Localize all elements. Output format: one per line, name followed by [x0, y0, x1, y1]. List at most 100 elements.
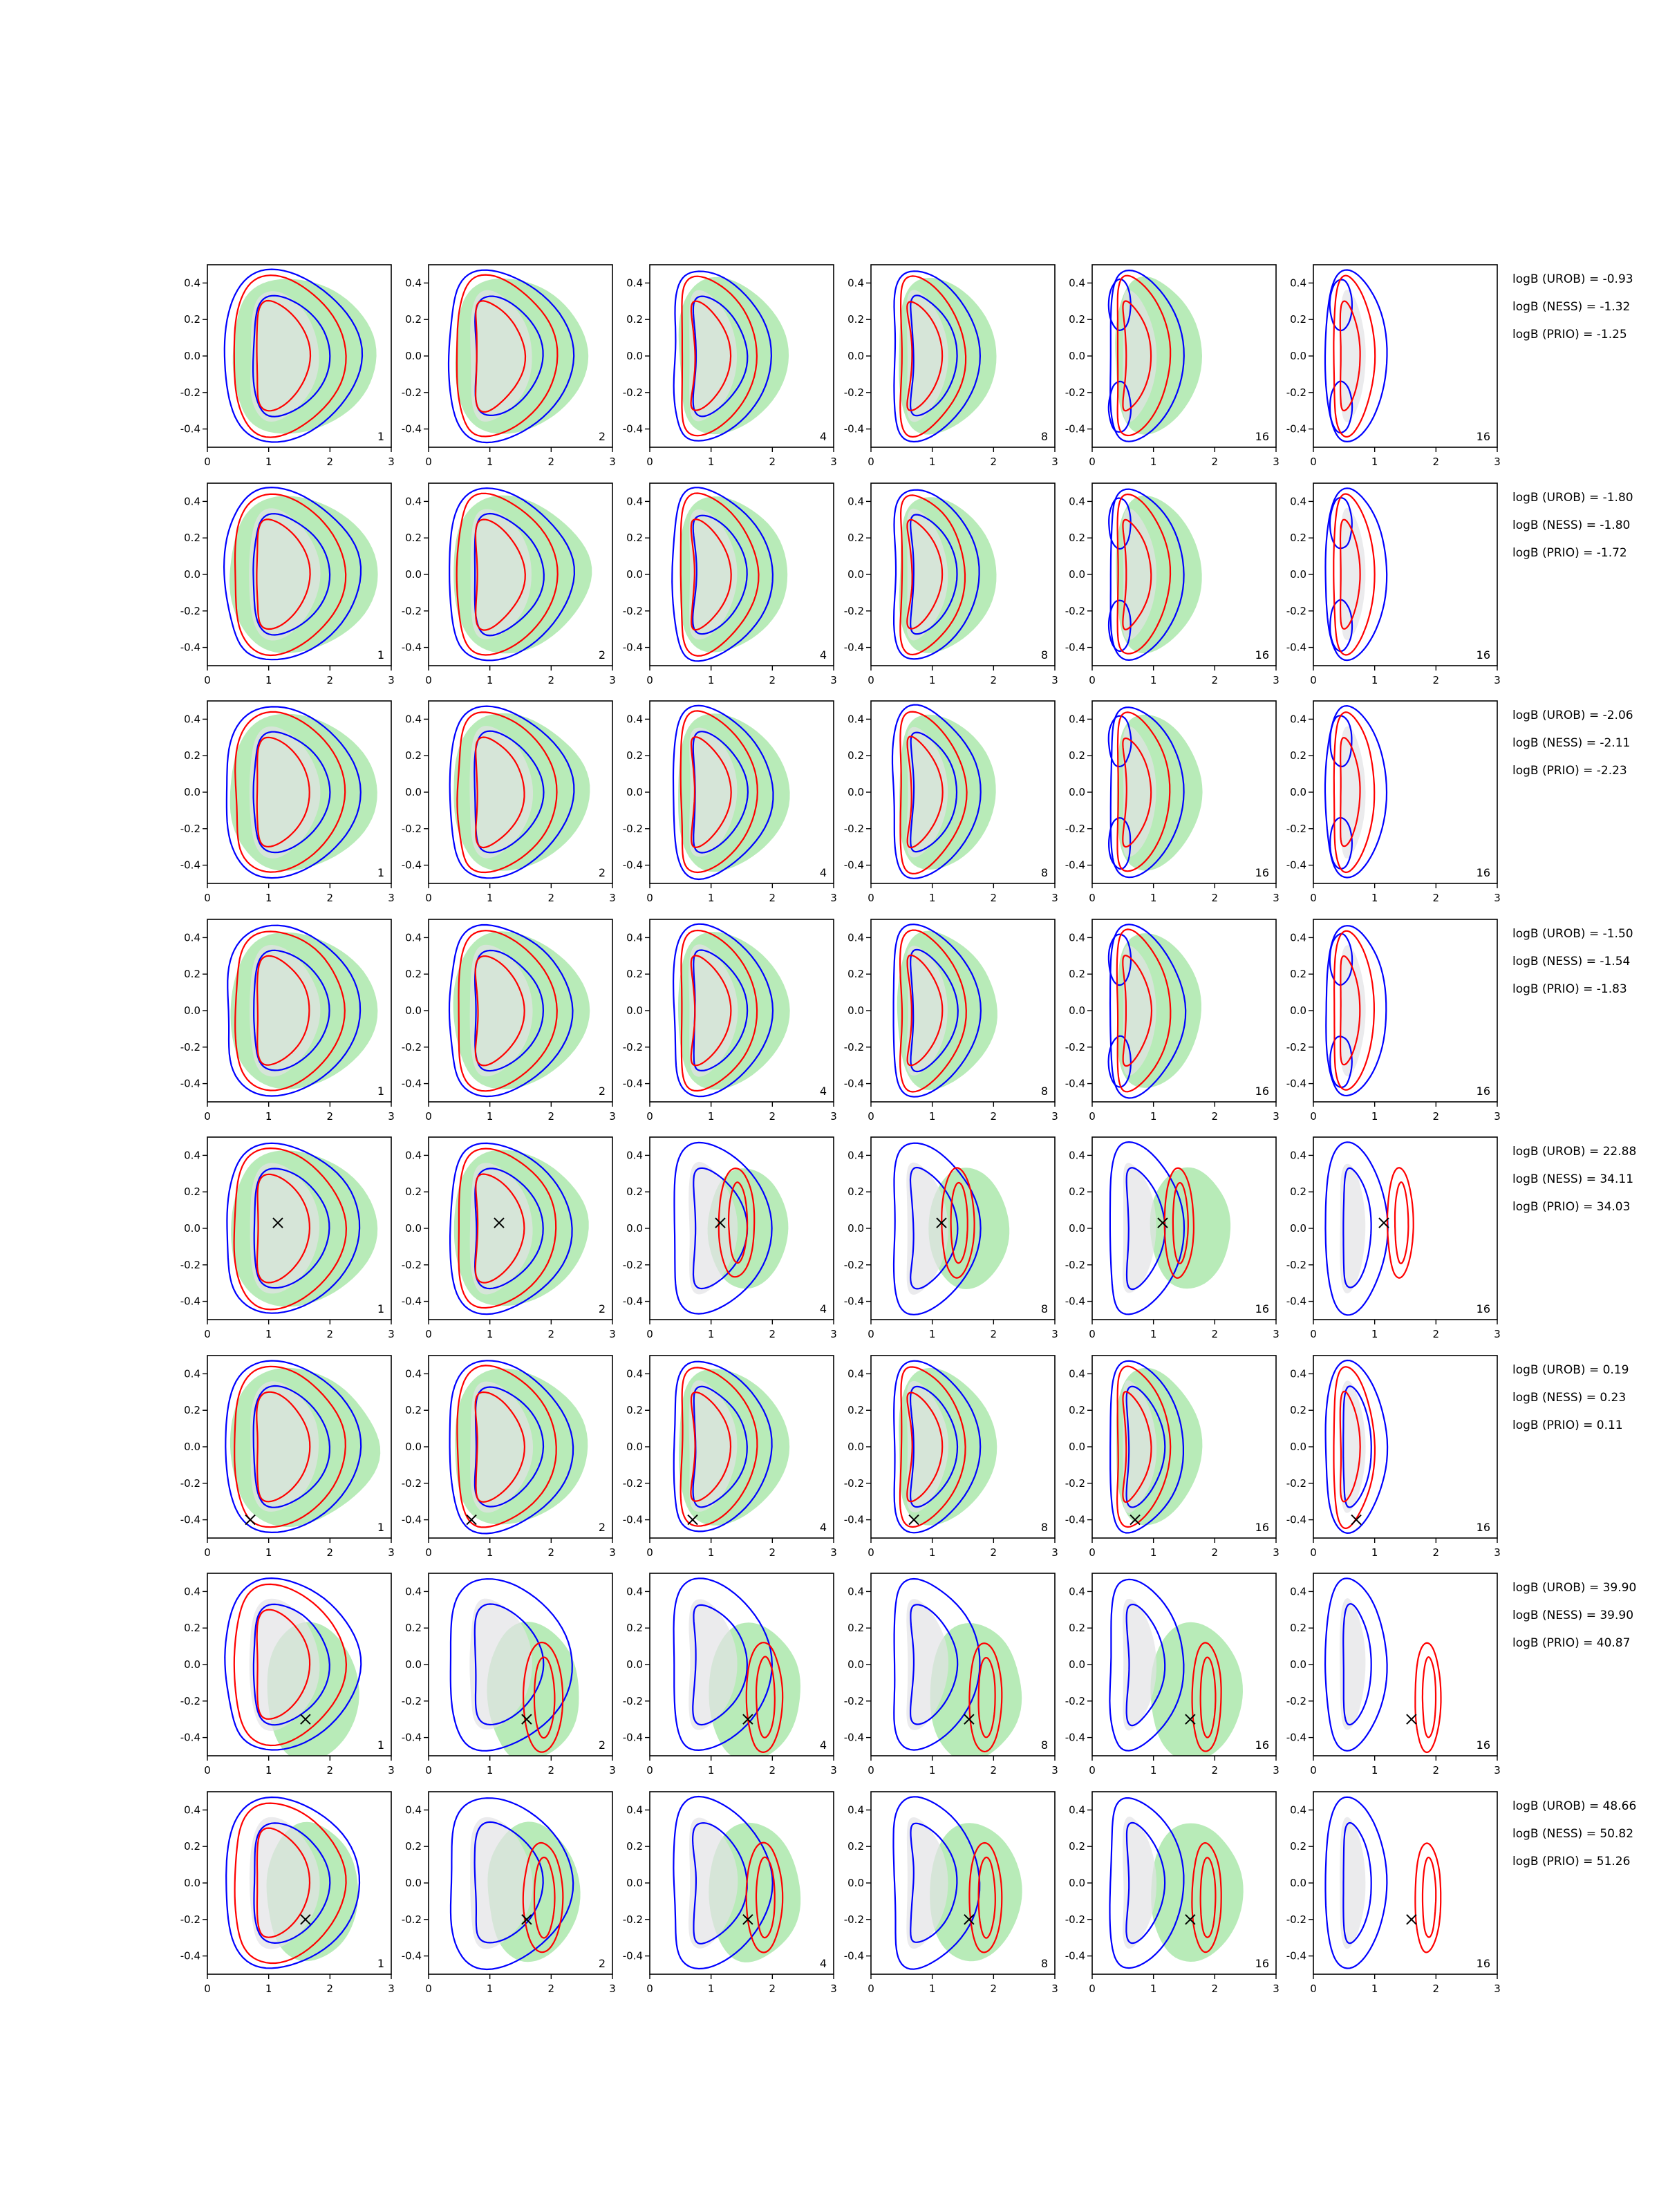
contour-line-blue — [1329, 932, 1353, 986]
contour-line-red — [679, 492, 760, 657]
y-tick-label: -0.2 — [402, 1913, 422, 1926]
y-tick-label: 0.4 — [626, 276, 643, 289]
panel-label: 2 — [599, 1085, 606, 1098]
x-tick-label: 0 — [425, 892, 432, 904]
prior-region — [688, 1380, 738, 1512]
contour-line-red — [1414, 1842, 1442, 1953]
y-tick-label: -0.4 — [402, 641, 422, 654]
y-tick-label: 0.2 — [405, 313, 422, 326]
y-tick-label: -0.4 — [623, 1950, 643, 1962]
y-tick-label: -0.4 — [180, 1514, 200, 1526]
contour-line-red — [906, 518, 944, 630]
y-tick-label: 0.4 — [626, 931, 643, 944]
logb-label: logB (PRIO) = -1.83 — [1512, 982, 1627, 996]
subplot-panel: 0 1 2 3 -0.4 -0.2 0.0 0.2 0.4 1 — [180, 482, 395, 686]
contour-line-blue — [673, 1360, 773, 1533]
panel-label: 16 — [1255, 1521, 1269, 1534]
subplot-panel: 0 1 2 3 -0.4 -0.2 0.0 0.2 0.4 4 — [623, 1136, 837, 1340]
contour-line-blue — [1329, 816, 1353, 870]
contour-line-blue — [1109, 1797, 1185, 1969]
panel-label: 16 — [1477, 1521, 1490, 1534]
panel-label: 1 — [377, 648, 384, 662]
x-tick-label: 3 — [830, 1110, 837, 1123]
contour-line-blue — [910, 731, 958, 853]
subplot-panel: 0 1 2 3 -0.4 -0.2 0.0 0.2 0.4 8 — [844, 700, 1058, 904]
contour-line-red — [1333, 711, 1376, 874]
y-tick-label: -0.4 — [623, 1514, 643, 1526]
y-tick-label: 0.4 — [1290, 931, 1306, 944]
logb-label: logB (NESS) = 39.90 — [1512, 1609, 1633, 1622]
x-tick-label: 0 — [1089, 1546, 1096, 1559]
panel-label: 16 — [1255, 1738, 1269, 1752]
x-tick-label: 3 — [1494, 1983, 1501, 1995]
contour-line-blue — [1342, 1167, 1372, 1288]
y-tick-label: 0.4 — [184, 1585, 200, 1597]
y-tick-label: -0.4 — [844, 641, 864, 654]
x-tick-label: 2 — [548, 892, 555, 904]
y-tick-label: 0.0 — [847, 1441, 864, 1453]
prior-region — [470, 290, 532, 422]
panel-label: 1 — [377, 1085, 384, 1098]
x-tick-label: 1 — [1371, 1328, 1378, 1340]
prior-region — [1123, 290, 1157, 422]
prior-region — [470, 1817, 533, 1949]
logb-label: logB (PRIO) = 40.87 — [1512, 1636, 1630, 1650]
x-tick-label: 0 — [1310, 456, 1317, 468]
x-tick-label: 2 — [1433, 1983, 1440, 1995]
panel-label: 16 — [1255, 866, 1269, 879]
panel-label: 8 — [1041, 1957, 1048, 1970]
y-tick-label: 0.0 — [184, 1004, 200, 1017]
y-tick-label: -0.2 — [1286, 1913, 1306, 1926]
x-tick-label: 2 — [769, 1983, 776, 1995]
x-tick-label: 1 — [708, 892, 715, 904]
x-tick-label: 3 — [609, 456, 616, 468]
logb-label: logB (NESS) = 0.23 — [1512, 1391, 1626, 1405]
x-tick-label: 3 — [830, 1983, 837, 1995]
y-tick-label: 0.2 — [184, 1840, 200, 1853]
x-tick-label: 0 — [646, 674, 653, 686]
y-tick-label: -0.4 — [1065, 1950, 1085, 1962]
y-tick-label: -0.4 — [623, 1732, 643, 1744]
true-value-marker — [908, 1514, 919, 1526]
contour-line-blue — [1125, 1167, 1166, 1291]
subplot-panel: 0 1 2 3 -0.4 -0.2 0.0 0.2 0.4 2 — [402, 1136, 616, 1340]
contour-line-red — [233, 274, 347, 438]
x-tick-label: 1 — [1150, 1764, 1157, 1777]
x-tick-label: 1 — [487, 1328, 494, 1340]
contour-line-red — [681, 275, 758, 437]
contour-line-red — [906, 954, 944, 1067]
contour-line-blue — [1329, 279, 1353, 332]
contour-line-blue — [253, 1168, 330, 1289]
y-tick-label: 0.0 — [1069, 1004, 1085, 1017]
contour-line-red — [1340, 955, 1361, 1066]
subplot-panel: 0 1 2 3 -0.4 -0.2 0.0 0.2 0.4 4 — [623, 1791, 837, 1995]
y-tick-label: -0.2 — [402, 1259, 422, 1271]
y-tick-label: 0.4 — [405, 1803, 422, 1816]
y-tick-label: -0.2 — [623, 823, 643, 835]
subplot-panel: 0 1 2 3 -0.4 -0.2 0.0 0.2 0.4 16 — [1065, 482, 1280, 686]
contour-line-red — [1116, 711, 1171, 872]
panel-label: 8 — [1041, 1521, 1048, 1534]
panel-label: 1 — [377, 866, 384, 879]
true-value-marker — [964, 1714, 975, 1725]
true-value-marker — [1406, 1714, 1417, 1725]
y-tick-label: 0.2 — [847, 1185, 864, 1198]
x-tick-label: 0 — [646, 1546, 653, 1559]
y-tick-label: 0.0 — [405, 350, 422, 362]
x-tick-label: 2 — [327, 456, 334, 468]
x-tick-label: 0 — [204, 456, 211, 468]
x-tick-label: 2 — [548, 1983, 555, 1995]
prior-region — [688, 944, 738, 1077]
y-tick-label: 0.0 — [626, 1441, 643, 1453]
x-tick-label: 2 — [548, 1546, 555, 1559]
logb-label: logB (NESS) = -1.80 — [1512, 518, 1630, 532]
contour-line-blue — [1109, 1360, 1184, 1534]
contour-line-red — [1191, 1642, 1222, 1752]
contour-line-red — [456, 492, 559, 656]
contour-line-blue — [253, 1822, 331, 1944]
x-tick-label: 3 — [1494, 1764, 1501, 1777]
contour-line-blue — [1329, 599, 1353, 653]
y-tick-label: 0.4 — [1290, 713, 1306, 725]
contour-line-red — [1333, 274, 1376, 438]
y-tick-label: -0.2 — [402, 1695, 422, 1707]
